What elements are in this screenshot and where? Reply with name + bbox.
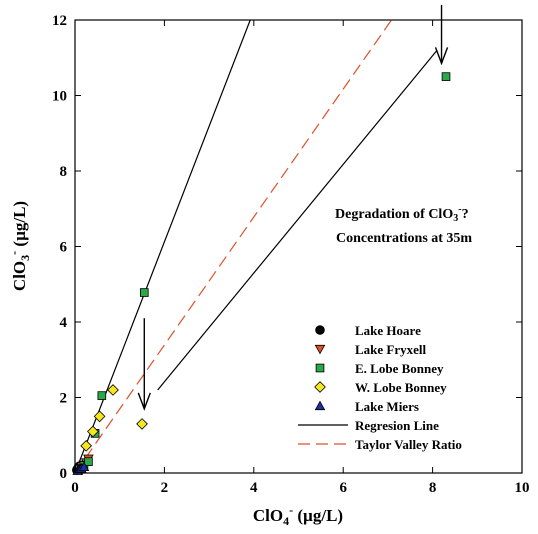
legend-marker — [315, 363, 325, 373]
data-point — [80, 439, 93, 452]
annotation-line-1-main: Degradation of ClO — [335, 207, 453, 222]
legend-label: E. Lobe Bonney — [355, 361, 444, 376]
y-axis-label-main: ClO — [10, 261, 29, 291]
x-axis-label-sub: 4 — [283, 514, 289, 528]
arrows — [137, 4, 449, 411]
arrow-head — [137, 392, 151, 411]
y-axis-label-sup: - — [7, 251, 21, 255]
x-tick-label: 6 — [339, 480, 347, 496]
annotation-line-1: Degradation of ClO3-? — [335, 204, 469, 224]
legend: Lake Hoare Lake Fryxell E. Lobe Bonney W. L… — [298, 323, 462, 452]
x-tick-label: 0 — [71, 480, 79, 496]
data-point — [87, 425, 99, 438]
fit-lines — [74, 19, 392, 474]
fit-line — [74, 19, 251, 474]
y-tick-label: 12 — [52, 13, 67, 29]
annotation-line-1-sub: 3 — [453, 213, 458, 224]
legend-marker — [314, 381, 326, 393]
legend-marker — [315, 325, 325, 335]
annotation-line-2: Concentrations at 35m — [336, 231, 472, 246]
data-point — [78, 461, 90, 472]
x-axis-label: ClO4- (µg/L) — [253, 503, 343, 528]
x-tick-label: 8 — [429, 480, 437, 496]
legend-label: Regresion Line — [355, 418, 439, 433]
legend-label: Lake Hoare — [355, 323, 421, 338]
y-tick-label: 8 — [60, 164, 68, 180]
x-axis-label-sup: - — [289, 503, 293, 517]
fit-line — [74, 19, 392, 474]
data-point — [139, 288, 149, 297]
y-tick-label: 2 — [60, 391, 68, 407]
x-axis-label-unit: (µg/L) — [293, 506, 343, 525]
x-axis-label-main: ClO — [253, 506, 283, 525]
arrow-head — [434, 47, 449, 66]
data-point — [93, 410, 106, 423]
legend-marker — [314, 344, 326, 355]
data-point — [107, 384, 119, 396]
data-point — [441, 72, 451, 81]
x-tick-label: 2 — [161, 480, 169, 496]
y-tick-label: 4 — [60, 315, 68, 331]
annotation-line-1-end: ? — [462, 207, 469, 222]
data-points — [72, 72, 451, 476]
legend-label: Taylor Valley Ratio — [355, 437, 462, 452]
axes: 0 2 4 6 8 10 0 2 4 6 8 10 12 — [52, 13, 530, 496]
y-axis-label-unit: (µg/L) — [10, 201, 29, 251]
y-tick-label: 0 — [60, 466, 68, 482]
data-point — [136, 418, 148, 430]
annotation-pointer — [157, 49, 438, 391]
y-axis-label-sub: 3 — [18, 255, 32, 261]
x-tick-label: 10 — [515, 480, 530, 496]
plot-area — [74, 19, 523, 474]
legend-label: W. Lobe Bonney — [355, 380, 447, 395]
annotation-line-1-sup: - — [458, 204, 461, 215]
legend-label: Lake Miers — [355, 399, 419, 414]
legend-label: Lake Fryxell — [355, 342, 427, 357]
data-point — [97, 391, 107, 400]
data-point — [84, 457, 93, 466]
y-axis-label: ClO3- (µg/L) — [7, 201, 32, 291]
legend-marker — [314, 400, 326, 411]
y-tick-label: 10 — [52, 89, 67, 105]
y-tick-label: 6 — [60, 240, 68, 256]
x-tick-label: 4 — [250, 480, 258, 496]
